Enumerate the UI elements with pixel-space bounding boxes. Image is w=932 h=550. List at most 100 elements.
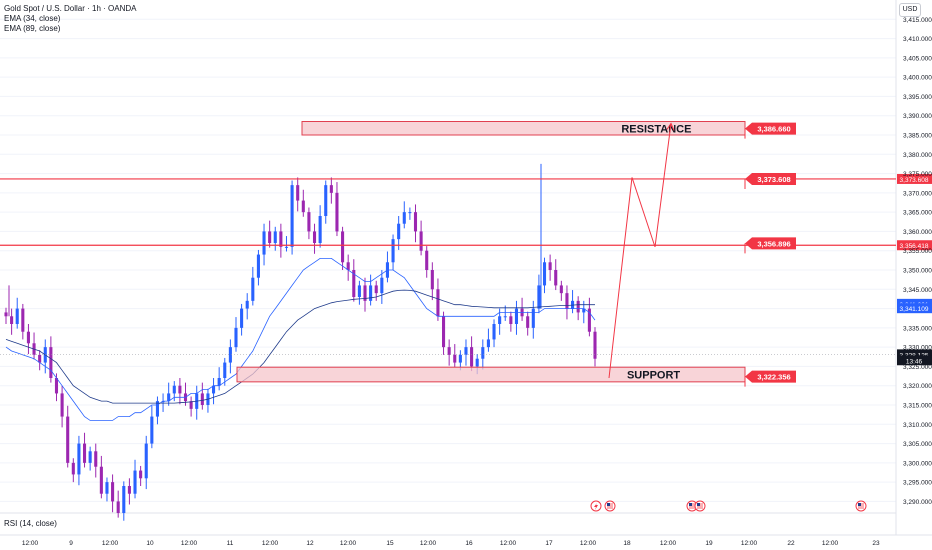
candle-body xyxy=(122,486,126,513)
candle-body xyxy=(537,285,541,309)
rsi-pane-label[interactable]: RSI (14, close) xyxy=(4,519,57,528)
y-tick-label: 3,410.000 xyxy=(903,36,932,43)
candle-body xyxy=(284,246,289,248)
x-tick-label: 11 xyxy=(227,540,234,547)
y-tick-label: 3,345.000 xyxy=(903,287,932,294)
y-tick-label: 3,375.000 xyxy=(903,171,932,178)
candle-body xyxy=(408,212,412,214)
candle-body xyxy=(273,231,277,243)
x-tick-label: 12:00 xyxy=(340,540,357,547)
candle-body xyxy=(380,277,384,294)
resistance-zone-label: RESISTANCE xyxy=(621,123,691,135)
axis-label-text: 3,356.418 xyxy=(900,243,929,250)
ema89-legend[interactable]: EMA (89, close) xyxy=(4,24,61,33)
candle-body xyxy=(4,312,8,317)
candle-body xyxy=(144,443,148,479)
ema34-legend[interactable]: EMA (34, close) xyxy=(4,14,61,23)
candle-body xyxy=(492,324,496,340)
candle-body xyxy=(503,316,507,318)
candle-body xyxy=(369,285,373,301)
candle-body xyxy=(54,378,59,394)
candle-body xyxy=(290,185,294,247)
badge-text: 13:46 xyxy=(906,358,923,365)
x-tick-label: 12:00 xyxy=(262,540,279,547)
candle-body xyxy=(470,347,474,367)
callout-text: 3,322.356 xyxy=(757,373,790,382)
candle-body xyxy=(324,185,328,216)
candle-body xyxy=(71,462,75,475)
candle-body xyxy=(228,347,232,363)
candle-body xyxy=(582,308,586,313)
candle-body xyxy=(593,331,597,359)
price-axis-badge: 13:46 xyxy=(897,355,932,366)
candle-body xyxy=(161,401,165,403)
candle-body xyxy=(256,254,260,278)
us-flag-event-icon[interactable] xyxy=(604,500,616,512)
candle-body xyxy=(307,212,311,232)
x-tick-label: 12 xyxy=(306,540,314,547)
y-tick-label: 3,385.000 xyxy=(903,133,932,140)
candle-body xyxy=(49,347,53,378)
candle-body xyxy=(436,289,440,317)
candle-body xyxy=(329,185,333,193)
us-flag-event-icon[interactable] xyxy=(855,500,867,512)
candle-body xyxy=(155,401,159,417)
y-tick-label: 3,400.000 xyxy=(903,75,932,82)
flag-canton xyxy=(689,503,692,506)
candle-body xyxy=(212,385,216,394)
symbol-title[interactable]: Gold Spot / U.S. Dollar · 1h · OANDA xyxy=(4,4,137,13)
candle-body xyxy=(554,270,558,286)
us-flag-event-icon[interactable] xyxy=(694,500,706,512)
candle-body xyxy=(150,416,154,444)
candle-body xyxy=(453,354,457,363)
x-tick-label: 10 xyxy=(146,540,154,547)
candle-body xyxy=(312,231,317,243)
resistance-line-upper-axis-label: 3,373.608 xyxy=(897,173,932,184)
callout-bg xyxy=(745,237,796,250)
candle-body xyxy=(172,385,176,394)
candle-body xyxy=(296,185,300,201)
candle-body xyxy=(15,308,19,324)
flag-canton xyxy=(697,503,700,506)
y-tick-label: 3,415.000 xyxy=(903,17,932,24)
candle-body xyxy=(240,308,244,328)
candle-body xyxy=(105,482,109,494)
candle-body xyxy=(189,401,193,409)
ema34-line xyxy=(5,258,596,421)
candle-body xyxy=(251,277,255,301)
candle-body xyxy=(341,231,345,263)
badge-bg xyxy=(897,355,932,366)
candle-body xyxy=(21,308,25,332)
y-tick-label: 3,295.000 xyxy=(903,480,932,487)
candle-body xyxy=(111,482,115,502)
x-tick-label: 19 xyxy=(705,540,713,547)
candle-body xyxy=(447,347,451,355)
candle-body xyxy=(509,316,513,324)
candle-body xyxy=(548,262,552,270)
currency-button[interactable]: USD xyxy=(899,3,921,17)
support-zone-label: SUPPORT xyxy=(627,370,680,382)
candle-body xyxy=(374,285,378,294)
support-zone xyxy=(236,366,746,383)
callout-3373: 3,373.608 xyxy=(744,172,796,189)
y-tick-label: 3,365.000 xyxy=(903,210,932,217)
candle-body xyxy=(116,501,120,513)
candle-body xyxy=(391,239,395,263)
candle-body xyxy=(66,416,70,463)
candle-body xyxy=(363,285,367,301)
y-tick-label: 3,360.000 xyxy=(903,229,932,236)
x-tick-label: 22 xyxy=(787,540,795,547)
candle-body xyxy=(82,443,87,463)
y-tick-label: 3,355.000 xyxy=(903,248,932,255)
lightning-event-icon[interactable] xyxy=(590,500,602,512)
candle-body xyxy=(26,331,30,344)
candle-body xyxy=(397,223,401,240)
callout-bg xyxy=(745,122,796,135)
ema89-line xyxy=(5,289,595,404)
candle-body xyxy=(486,339,490,348)
y-tick-label: 3,370.000 xyxy=(903,190,932,197)
x-tick-label: 12:00 xyxy=(22,540,39,547)
x-tick-label: 12:00 xyxy=(580,540,597,547)
y-tick-label: 3,350.000 xyxy=(903,268,932,275)
